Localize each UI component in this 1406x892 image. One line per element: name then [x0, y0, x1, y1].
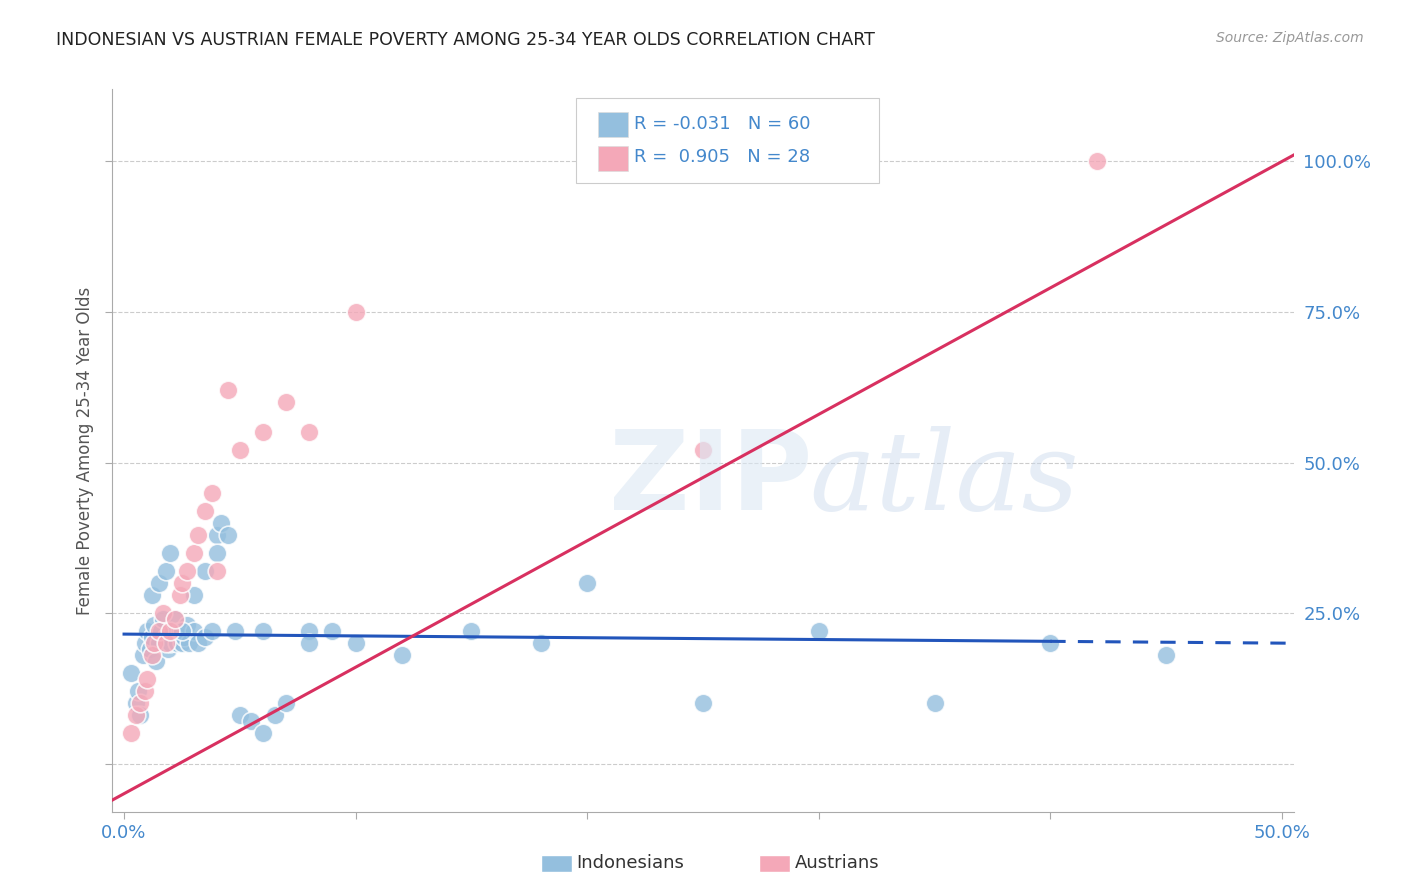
Point — [152, 612, 174, 626]
Point — [201, 624, 224, 639]
Point — [176, 618, 198, 632]
Point — [170, 624, 193, 639]
Point — [152, 606, 174, 620]
Text: R =  0.905   N = 28: R = 0.905 N = 28 — [634, 148, 810, 166]
Point — [1085, 154, 1108, 169]
Point — [201, 485, 224, 500]
Point — [252, 425, 274, 440]
Point — [148, 636, 170, 650]
Point — [240, 714, 263, 729]
Point — [120, 726, 142, 740]
Point — [321, 624, 343, 639]
Point — [143, 618, 166, 632]
Point — [170, 576, 193, 591]
Point — [124, 696, 146, 710]
Point — [120, 666, 142, 681]
Text: atlas: atlas — [810, 425, 1078, 533]
Point — [183, 546, 205, 560]
Point — [155, 636, 177, 650]
Point — [224, 624, 246, 639]
Point — [162, 624, 184, 639]
Text: Indonesians: Indonesians — [576, 855, 685, 872]
Point — [252, 624, 274, 639]
Point — [148, 624, 170, 639]
Point — [252, 726, 274, 740]
Point — [127, 684, 149, 698]
Point — [187, 528, 209, 542]
Point — [692, 443, 714, 458]
Point — [173, 630, 195, 644]
Point — [159, 636, 181, 650]
Text: Source: ZipAtlas.com: Source: ZipAtlas.com — [1216, 31, 1364, 45]
Point — [155, 630, 177, 644]
Point — [176, 564, 198, 578]
Point — [163, 612, 186, 626]
Point — [169, 588, 191, 602]
Point — [217, 528, 239, 542]
Point — [134, 636, 156, 650]
Point — [194, 503, 217, 517]
Point — [229, 708, 252, 723]
Point — [205, 546, 228, 560]
Point — [183, 624, 205, 639]
Point — [194, 630, 217, 644]
Point — [138, 642, 160, 657]
Point — [177, 636, 200, 650]
Point — [169, 624, 191, 639]
Point — [576, 576, 599, 591]
Point — [298, 636, 321, 650]
Point — [163, 612, 186, 626]
Point — [141, 588, 163, 602]
Point — [924, 696, 946, 710]
Point — [298, 425, 321, 440]
Point — [141, 630, 163, 644]
Point — [157, 642, 180, 657]
Point — [460, 624, 482, 639]
Point — [205, 528, 228, 542]
Point — [276, 696, 298, 710]
Point — [129, 708, 152, 723]
Point — [134, 684, 156, 698]
Point — [143, 636, 166, 650]
Point — [205, 564, 228, 578]
Point — [807, 624, 830, 639]
Point — [166, 636, 188, 650]
Point — [148, 576, 170, 591]
Point — [136, 624, 159, 639]
Point — [183, 588, 205, 602]
Point — [131, 648, 153, 662]
Point — [298, 624, 321, 639]
Point — [530, 636, 553, 650]
Text: INDONESIAN VS AUSTRIAN FEMALE POVERTY AMONG 25-34 YEAR OLDS CORRELATION CHART: INDONESIAN VS AUSTRIAN FEMALE POVERTY AM… — [56, 31, 875, 49]
Point — [344, 636, 367, 650]
Point — [1154, 648, 1177, 662]
Point — [229, 443, 252, 458]
Point — [263, 708, 285, 723]
Point — [129, 696, 152, 710]
Point — [187, 636, 209, 650]
Point — [344, 305, 367, 319]
Point — [159, 624, 181, 639]
Point — [209, 516, 232, 530]
Point — [124, 708, 146, 723]
Point — [155, 564, 177, 578]
Point — [145, 654, 167, 668]
Point — [136, 673, 159, 687]
Point — [150, 624, 173, 639]
Point — [1039, 636, 1062, 650]
Point — [391, 648, 413, 662]
Point — [170, 636, 193, 650]
Point — [692, 696, 714, 710]
Point — [217, 384, 239, 398]
Point — [159, 546, 181, 560]
Y-axis label: Female Poverty Among 25-34 Year Olds: Female Poverty Among 25-34 Year Olds — [76, 286, 94, 615]
Point — [276, 395, 298, 409]
Point — [141, 648, 163, 662]
Text: R = -0.031   N = 60: R = -0.031 N = 60 — [634, 115, 811, 133]
Text: ZIP: ZIP — [609, 425, 811, 533]
Text: Austrians: Austrians — [794, 855, 879, 872]
Point — [194, 564, 217, 578]
